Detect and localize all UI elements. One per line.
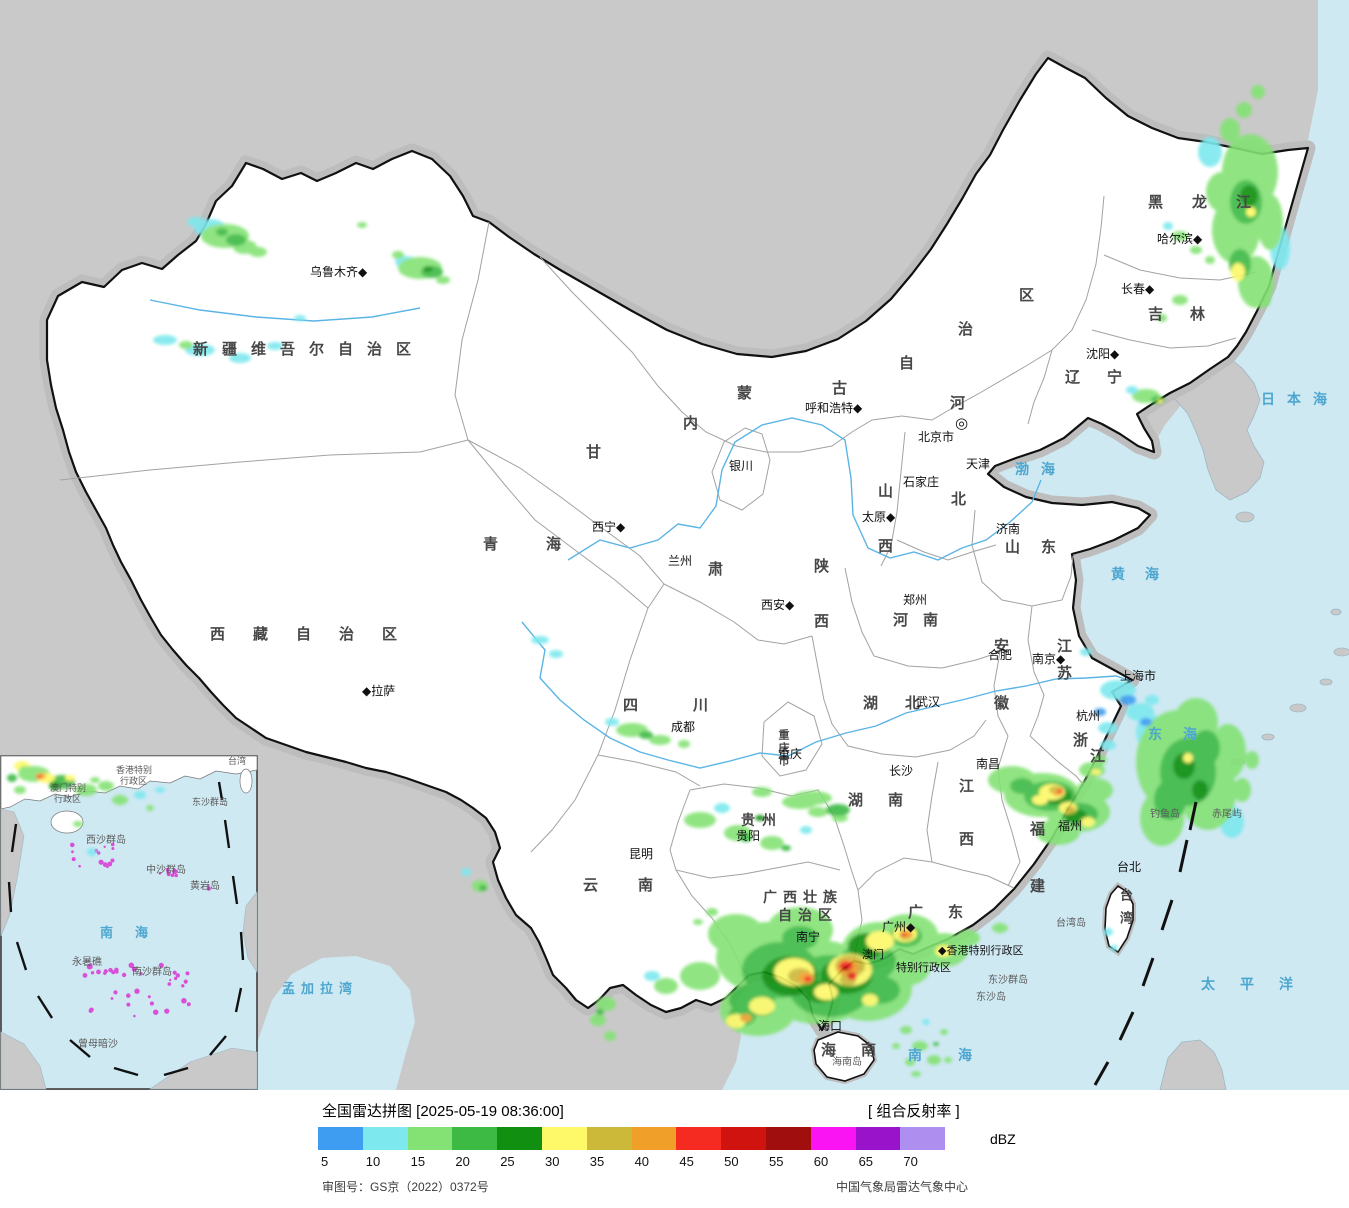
legend-tick-70: 70 <box>903 1154 918 1169</box>
radar-echo-layer <box>7 85 1290 1077</box>
legend-tick-55: 55 <box>768 1154 784 1169</box>
legend-color-30 <box>541 1127 587 1150</box>
legend-color-70 <box>900 1127 946 1150</box>
legend-tick-15: 15 <box>410 1154 426 1169</box>
inset-hainan <box>50 810 84 834</box>
legend-color-35 <box>586 1127 632 1150</box>
legend-color-65 <box>855 1127 901 1150</box>
nine-dash-line <box>1093 801 1198 1086</box>
legend-tick-65: 65 <box>858 1154 874 1169</box>
legend-color-60 <box>810 1127 856 1150</box>
legend-panel: 全国雷达拼图 [2025-05-19 08:36:00] [ 组合反射率 ] d… <box>0 1090 1349 1208</box>
map-title: 全国雷达拼图 [2025-05-19 08:36:00] <box>322 1103 564 1120</box>
legend-tick-50: 50 <box>724 1154 739 1169</box>
tarim-river <box>149 299 421 322</box>
legend-tick-10: 10 <box>365 1154 381 1169</box>
legend-color-20 <box>452 1127 498 1150</box>
legend-color-5 <box>318 1127 363 1150</box>
legend-color-40 <box>631 1127 677 1150</box>
legend-color-10 <box>362 1127 408 1150</box>
inset-map <box>0 755 258 1090</box>
legend-color-55 <box>765 1127 811 1150</box>
credit-label: 中国气象局雷达气象中心 <box>836 1180 969 1194</box>
inset-south-china-coast <box>0 755 258 810</box>
map-canvas <box>0 0 1349 1091</box>
legend-tick-45: 45 <box>679 1154 694 1169</box>
legend-color-45 <box>676 1127 722 1150</box>
legend-tick-35: 35 <box>589 1154 605 1169</box>
legend-color-50 <box>721 1127 766 1150</box>
inset-taiwan <box>239 768 253 794</box>
inset-nine-dash-line <box>7 781 245 1077</box>
legend-color-25 <box>497 1127 542 1150</box>
legend-tick-5: 5 <box>321 1154 329 1169</box>
legend-tick-30: 30 <box>544 1154 560 1169</box>
rivers <box>149 299 1132 769</box>
legend-tick-40: 40 <box>634 1154 650 1169</box>
legend-color-bar <box>318 1127 946 1150</box>
legend-unit: dBZ <box>990 1131 1016 1147</box>
legend-tick-25: 25 <box>500 1154 515 1169</box>
legend-tick-60: 60 <box>813 1154 829 1169</box>
inset-reef-markers <box>70 842 211 1018</box>
yellow-river <box>567 417 1042 561</box>
product-name: [ 组合反射率 ] <box>868 1103 960 1120</box>
legend-tick-row: 5 10 15 20 25 30 35 40 45 50 55 60 65 70 <box>318 1154 945 1169</box>
legend-tick-20: 20 <box>455 1154 470 1169</box>
yangtze-river <box>521 621 1132 769</box>
luzon-island <box>1159 1039 1227 1091</box>
legend-color-15 <box>407 1127 453 1150</box>
approval-number: 审图号：GS京（2022）0372号 <box>322 1180 489 1194</box>
china-radar-map: 新疆维吾尔自治区 西藏自治区 青海甘肃内蒙古自治区黑龙江 吉林 辽宁河北山西 山东 河南 江苏… <box>0 0 1349 1091</box>
